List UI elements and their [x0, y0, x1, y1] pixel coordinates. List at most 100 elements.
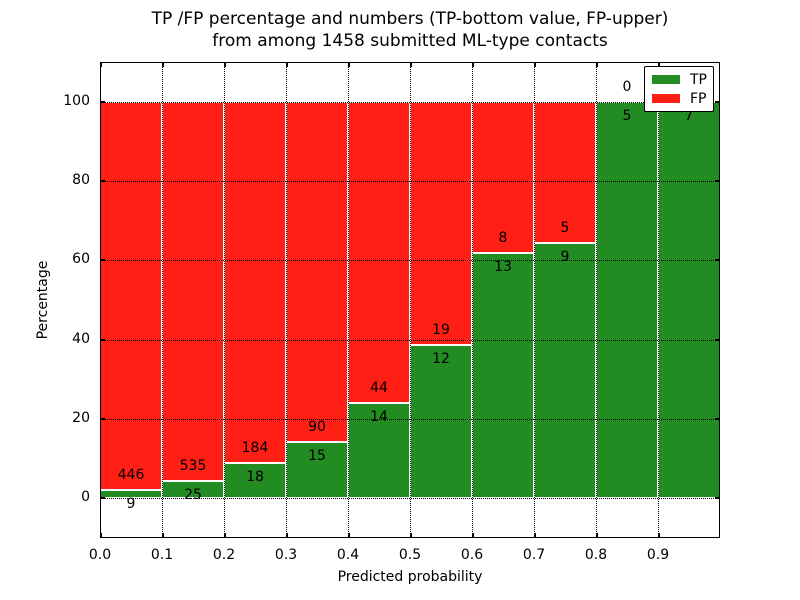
fp-count-label-1: 535 [179, 457, 207, 474]
x-tick-bottom-3 [286, 533, 288, 538]
h-gridline-40 [100, 339, 720, 341]
y-tick-right-0 [715, 497, 720, 500]
v-gridline-0.3 [286, 62, 287, 538]
tp-count-label-8: 5 [622, 107, 632, 124]
y-tick-right-80 [715, 180, 720, 182]
y-tick-left-60 [100, 259, 105, 262]
tp-count-label-1: 25 [184, 486, 202, 503]
v-gridline-0.6 [472, 62, 473, 538]
x-tick-label-0.5: 0.5 [398, 547, 422, 563]
x-tick-bottom-1 [162, 533, 164, 538]
chart-title-line2: from among 1458 submitted ML-type contac… [212, 31, 608, 51]
bar-tp-5 [410, 344, 472, 499]
v-gridline-0.9 [658, 62, 659, 538]
bar-fp-5 [410, 101, 472, 345]
chart-title-line1: TP /FP percentage and numbers (TP-bottom… [151, 9, 669, 29]
x-tick-label-0.3: 0.3 [274, 547, 298, 563]
h-gridline-100 [100, 101, 720, 103]
x-tick-bottom-0 [100, 533, 102, 538]
h-gridline-80 [100, 181, 720, 182]
x-axis-label: Predicted probability [337, 569, 483, 585]
v-gridline-0.4 [348, 62, 349, 538]
y-tick-left-100 [100, 100, 105, 103]
y-tick-left-40 [100, 338, 105, 341]
y-tick-label-80: 80 [72, 172, 90, 188]
x-tick-top-4 [348, 62, 350, 67]
x-tick-top-7 [534, 62, 536, 67]
bar-fp-4 [348, 101, 410, 403]
bar-fp-6 [472, 101, 534, 253]
tp-count-label-9: 7 [684, 107, 694, 124]
v-gridline-0.8 [596, 62, 597, 538]
fp-legend-label: FP [690, 90, 707, 107]
y-tick-left-80 [100, 180, 105, 182]
tp-count-label-0: 9 [126, 496, 136, 513]
tp-legend-swatch [652, 75, 680, 84]
x-tick-label-0.2: 0.2 [212, 547, 236, 563]
h-gridline-0 [100, 498, 720, 500]
bar-fp-7 [534, 101, 596, 244]
tp-count-label-3: 15 [308, 447, 326, 464]
tp-count-label-4: 14 [370, 408, 388, 425]
chart-title: TP /FP percentage and numbers (TP-bottom… [100, 8, 720, 52]
y-tick-label-60: 60 [72, 251, 90, 268]
x-tick-bottom-7 [534, 533, 536, 538]
x-tick-bottom-9 [658, 533, 660, 538]
bar-tp-8 [596, 101, 658, 499]
x-tick-top-6 [472, 62, 474, 67]
x-tick-top-8 [596, 62, 598, 67]
x-tick-label-0.8: 0.8 [584, 547, 608, 563]
x-tick-label-0.6: 0.6 [460, 547, 484, 563]
x-tick-bottom-8 [596, 533, 598, 538]
x-tick-bottom-6 [472, 533, 474, 538]
fp-count-label-3: 90 [308, 418, 326, 435]
tp-legend-label: TP [690, 71, 707, 88]
x-tick-label-0.0: 0.0 [88, 547, 112, 563]
bar-fp-1 [162, 101, 224, 481]
tp-count-label-2: 18 [246, 468, 264, 485]
y-tick-right-60 [715, 259, 720, 262]
x-tick-bottom-5 [410, 533, 412, 538]
fp-legend-swatch [652, 94, 680, 103]
x-tick-top-3 [286, 62, 288, 67]
fp-count-label-2: 184 [241, 439, 269, 456]
bar-fp-0 [100, 101, 162, 491]
y-tick-label-40: 40 [72, 330, 90, 347]
y-tick-right-40 [715, 338, 720, 341]
y-tick-label-0: 0 [81, 489, 90, 506]
legend-entry-fp: FP [652, 92, 713, 106]
v-gridline-0.1 [162, 62, 163, 538]
legend: TP FP [644, 66, 714, 112]
bar-fp-3 [286, 101, 348, 442]
y-tick-label-20: 20 [72, 410, 90, 426]
x-tick-label-0.7: 0.7 [522, 547, 546, 563]
y-tick-left-20 [100, 418, 105, 420]
bar-tp-6 [472, 252, 534, 499]
fp-count-label-4: 44 [370, 379, 388, 396]
x-tick-top-5 [410, 62, 412, 67]
y-axis-label: Percentage [35, 260, 51, 340]
x-tick-top-1 [162, 62, 164, 67]
x-tick-top-2 [224, 62, 226, 67]
fp-count-label-5: 19 [432, 321, 450, 338]
y-tick-left-0 [100, 497, 105, 500]
fp-count-label-6: 8 [498, 229, 508, 246]
bar-tp-7 [534, 243, 596, 499]
x-tick-label-0.9: 0.9 [646, 547, 670, 563]
h-gridline-60 [100, 260, 720, 262]
v-gridline-0.7 [534, 62, 535, 538]
fp-count-label-7: 5 [560, 220, 570, 237]
bar-fp-2 [224, 101, 286, 463]
tp-count-label-7: 9 [560, 249, 570, 266]
y-tick-right-100 [715, 100, 720, 103]
legend-entry-tp: TP [652, 73, 713, 87]
fp-count-label-8: 0 [622, 78, 632, 95]
y-tick-right-20 [715, 418, 720, 420]
x-tick-label-0.1: 0.1 [150, 547, 174, 563]
v-gridline-0.2 [224, 62, 225, 538]
bar-tp-9 [658, 101, 720, 499]
tp-count-label-6: 13 [494, 258, 512, 275]
h-gridline-20 [100, 419, 720, 420]
v-gridline-0.5 [410, 62, 411, 538]
